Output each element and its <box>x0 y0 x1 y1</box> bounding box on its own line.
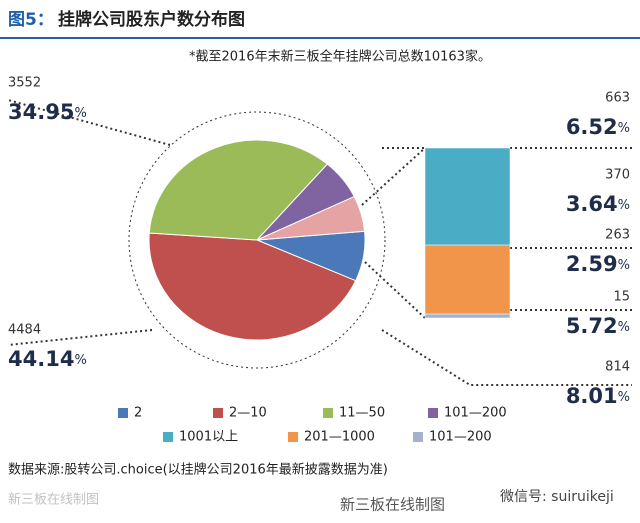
pie-frame <box>128 111 386 369</box>
watermark: 新三板在线制图 <box>8 492 99 508</box>
footer-left: 新三板在线制图 <box>340 496 445 514</box>
legend-label: 101—200 <box>444 406 507 421</box>
legend-label: 2—10 <box>229 406 267 421</box>
percent-unit: % <box>618 198 630 213</box>
count-label: 15 <box>613 290 630 305</box>
percent-unit: % <box>74 106 86 121</box>
legend-swatch <box>413 432 423 442</box>
percent-value: 8.01 <box>566 384 618 408</box>
percent-value: 6.52 <box>566 115 618 139</box>
legend-swatch <box>288 432 298 442</box>
pie-slice <box>148 139 329 241</box>
percent-value: 5.72 <box>566 314 618 338</box>
count-label: 4484 <box>8 323 41 338</box>
legend-swatch <box>118 408 128 418</box>
percent-unit: % <box>74 353 86 368</box>
legend-label: 101—200 <box>429 430 492 445</box>
legend-label: 201—1000 <box>304 430 375 445</box>
legend-swatch <box>428 408 438 418</box>
legend-swatch <box>323 408 333 418</box>
percent-label: 3.64% <box>566 192 630 216</box>
bar-segment <box>424 313 511 319</box>
legend-label: 1001以上 <box>179 430 238 445</box>
percent-label: 34.95% <box>8 100 87 124</box>
chart-title: 挂牌公司股东户数分布图 <box>58 9 245 30</box>
bar-segment <box>424 147 511 246</box>
count-label: 263 <box>605 228 630 243</box>
pie-slice <box>256 195 366 241</box>
subtitle: *截至2016年末新三板全年挂牌公司总数10163家。 <box>189 49 491 65</box>
count-label: 370 <box>605 168 630 183</box>
legend-label: 11—50 <box>339 406 385 421</box>
title-prefix: 图5： <box>8 10 54 30</box>
count-label: 814 <box>605 360 630 375</box>
count-label: 3552 <box>8 76 41 91</box>
pie-slice <box>148 232 357 341</box>
percent-unit: % <box>618 258 630 273</box>
footer-right: 微信号: suiruikeji <box>500 489 614 505</box>
percent-value: 34.95 <box>8 100 74 124</box>
percent-label: 44.14% <box>8 347 87 371</box>
percent-value: 44.14 <box>8 347 74 371</box>
percent-unit: % <box>618 390 630 405</box>
bar-segment <box>424 244 511 315</box>
leaders <box>7 99 632 386</box>
legend-label: 2 <box>134 406 142 421</box>
legend-swatch <box>163 432 173 442</box>
percent-label: 5.72% <box>566 314 630 338</box>
legend-swatch <box>213 408 223 418</box>
percent-unit: % <box>618 121 630 136</box>
source: 数据来源:股转公司.choice(以挂牌公司2016年最新披露数据为准) <box>8 462 388 478</box>
percent-value: 2.59 <box>566 252 618 276</box>
percent-label: 6.52% <box>566 115 630 139</box>
percent-label: 8.01% <box>566 384 630 408</box>
percent-label: 2.59% <box>566 252 630 276</box>
percent-value: 3.64 <box>566 192 618 216</box>
count-label: 663 <box>605 91 630 106</box>
percent-unit: % <box>618 320 630 335</box>
